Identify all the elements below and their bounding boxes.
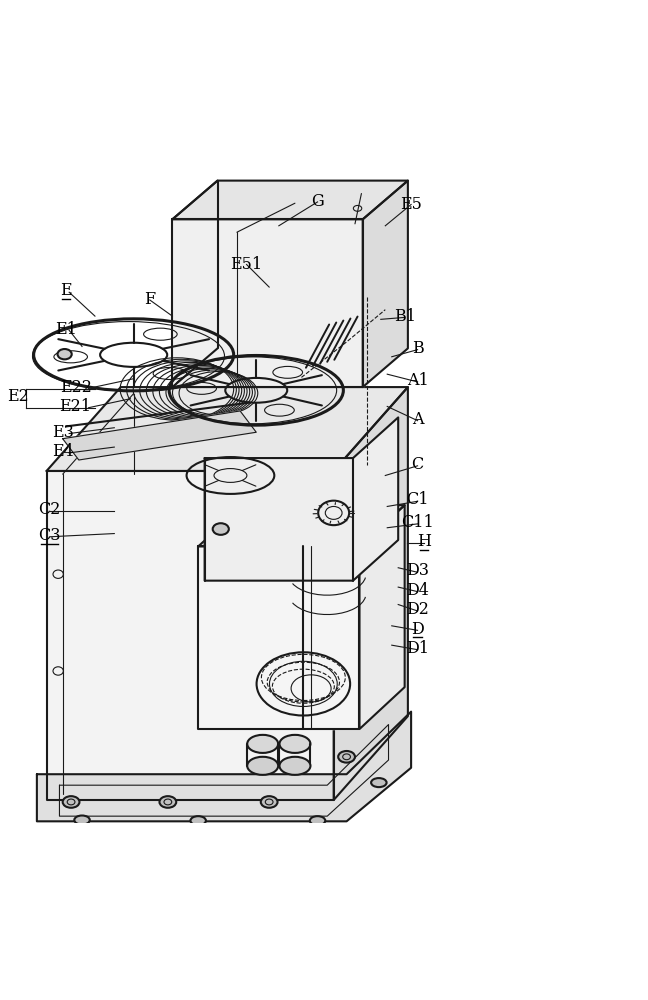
Text: E4: E4	[52, 443, 74, 460]
Ellipse shape	[248, 735, 278, 753]
Ellipse shape	[159, 796, 176, 808]
Text: D3: D3	[406, 562, 429, 579]
Polygon shape	[47, 387, 408, 471]
Ellipse shape	[248, 757, 278, 775]
Text: E51: E51	[231, 256, 262, 273]
Text: B: B	[411, 340, 423, 357]
Polygon shape	[363, 181, 408, 387]
Text: B1: B1	[393, 308, 415, 325]
Text: E5: E5	[400, 196, 422, 213]
Text: D4: D4	[406, 582, 429, 599]
Polygon shape	[198, 505, 404, 546]
Polygon shape	[37, 712, 411, 821]
Text: D1: D1	[406, 640, 429, 657]
Ellipse shape	[75, 816, 90, 825]
Ellipse shape	[260, 796, 277, 808]
Text: D2: D2	[406, 601, 429, 618]
Ellipse shape	[371, 778, 387, 787]
Text: A: A	[412, 411, 423, 428]
Ellipse shape	[58, 349, 72, 359]
Text: C11: C11	[401, 514, 434, 531]
Text: A1: A1	[407, 372, 428, 389]
Polygon shape	[63, 411, 256, 460]
Ellipse shape	[279, 735, 310, 753]
Polygon shape	[360, 505, 404, 729]
Polygon shape	[198, 546, 360, 729]
Text: E3: E3	[52, 424, 74, 441]
Ellipse shape	[63, 796, 80, 808]
Polygon shape	[172, 219, 363, 387]
Text: G: G	[311, 193, 324, 210]
Text: E22: E22	[60, 379, 91, 396]
Polygon shape	[205, 417, 399, 581]
Ellipse shape	[338, 751, 355, 763]
Ellipse shape	[279, 757, 310, 775]
Text: H: H	[417, 533, 431, 550]
Text: E1: E1	[55, 321, 77, 338]
Ellipse shape	[213, 523, 229, 535]
Polygon shape	[334, 387, 408, 800]
Text: F: F	[145, 291, 156, 308]
Ellipse shape	[310, 816, 325, 825]
Polygon shape	[47, 471, 334, 800]
Text: E21: E21	[60, 398, 91, 415]
Text: C1: C1	[406, 491, 429, 508]
Text: E: E	[60, 282, 72, 299]
Text: D: D	[411, 621, 424, 638]
Polygon shape	[172, 181, 408, 219]
Text: E2: E2	[6, 388, 29, 405]
Ellipse shape	[191, 816, 206, 825]
Text: C3: C3	[38, 527, 61, 544]
Text: C: C	[411, 456, 424, 473]
Text: C2: C2	[39, 501, 61, 518]
